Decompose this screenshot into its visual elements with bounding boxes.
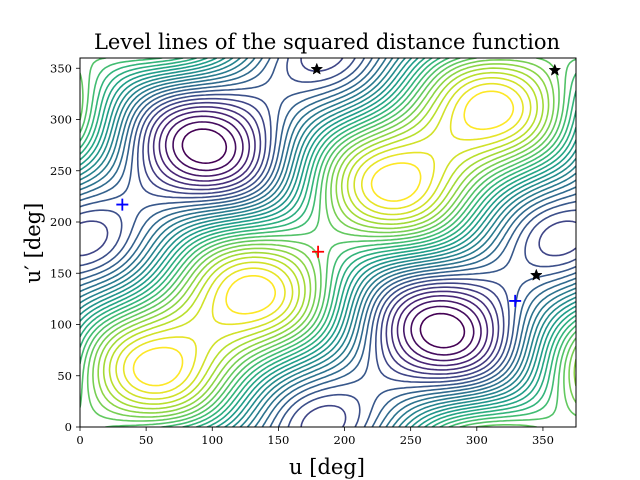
y-tick-label: 250 bbox=[50, 164, 72, 178]
y-tick-label: 150 bbox=[50, 266, 72, 280]
y-tick-label: 100 bbox=[50, 318, 72, 332]
contour-level bbox=[80, 58, 576, 427]
contour-level bbox=[80, 58, 576, 427]
y-tick-label: 300 bbox=[50, 113, 72, 127]
contour-level bbox=[80, 58, 576, 427]
maximum-marker bbox=[312, 245, 325, 258]
contour-level bbox=[115, 77, 532, 400]
contour-level bbox=[80, 58, 576, 427]
contour-level bbox=[164, 115, 482, 362]
saddles-marker bbox=[529, 268, 543, 281]
contour-level bbox=[80, 58, 576, 427]
y-axis-label: u′ [deg] bbox=[21, 203, 45, 284]
contour-level bbox=[92, 59, 576, 418]
x-axis: 0 50 100 150 200 250 300 350 bbox=[76, 427, 554, 447]
x-axis-label: u [deg] bbox=[289, 455, 365, 479]
contour-level bbox=[132, 90, 515, 387]
y-tick-label: 200 bbox=[50, 215, 72, 229]
markers bbox=[116, 62, 562, 307]
y-tick-label: 350 bbox=[50, 61, 72, 75]
saddles-marker bbox=[548, 63, 562, 76]
contour-level bbox=[147, 101, 500, 375]
contour-level bbox=[102, 67, 544, 410]
contour-level bbox=[108, 71, 538, 405]
x-tick-label: 150 bbox=[267, 433, 289, 447]
plot-frame bbox=[79, 57, 577, 428]
contour-level bbox=[158, 110, 489, 367]
contour-level bbox=[80, 58, 576, 427]
contour-level bbox=[80, 58, 576, 427]
y-tick-label: 50 bbox=[57, 369, 72, 383]
x-tick-label: 50 bbox=[139, 433, 154, 447]
saddles-marker bbox=[310, 62, 324, 75]
y-tick-label: 0 bbox=[65, 420, 72, 434]
minima-marker bbox=[509, 294, 522, 307]
x-tick-label: 250 bbox=[400, 433, 422, 447]
minima-marker bbox=[116, 198, 129, 211]
y-axis: 0 50 100 150 200 250 300 350 bbox=[50, 61, 80, 434]
contour-level bbox=[181, 128, 466, 349]
contour-level bbox=[152, 106, 494, 371]
x-tick-label: 0 bbox=[76, 433, 83, 447]
x-tick-label: 100 bbox=[201, 433, 223, 447]
chart-title: Level lines of the squared distance func… bbox=[94, 30, 560, 54]
contour-level bbox=[80, 58, 576, 427]
x-tick-label: 300 bbox=[466, 433, 488, 447]
contour-level bbox=[172, 121, 475, 356]
contour-level bbox=[122, 82, 524, 394]
contour-level bbox=[97, 63, 576, 414]
x-tick-label: 200 bbox=[334, 433, 356, 447]
x-tick-label: 350 bbox=[532, 433, 554, 447]
